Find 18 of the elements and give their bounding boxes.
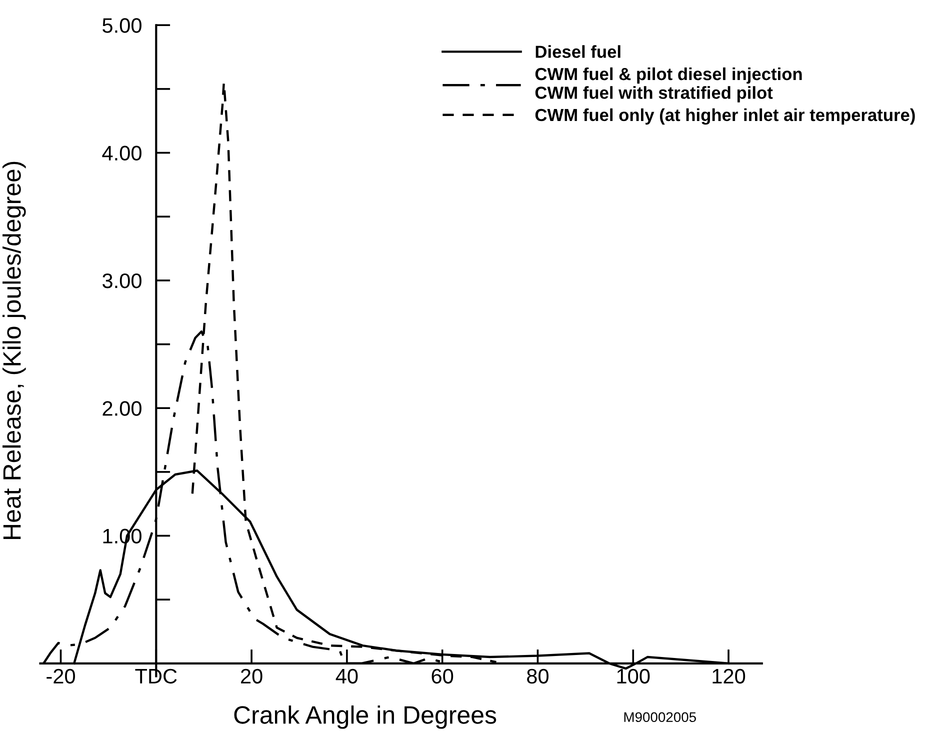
y-tick-label: 5.00	[102, 18, 142, 33]
x-tick-label: 60	[432, 668, 454, 684]
x-tick-label: TDC	[135, 668, 177, 684]
text: M90002005	[624, 712, 696, 722]
legend-label: Diesel fuel	[536, 45, 620, 58]
x-tick-label: 100	[617, 668, 650, 684]
y-tick-label: 2.00	[102, 401, 142, 416]
x-tick-label: 120	[712, 668, 746, 684]
x-tick-label: -20	[46, 668, 75, 684]
y-tick-label: 4.00	[102, 146, 142, 161]
x-tick-label: 20	[241, 668, 262, 684]
legend-label: CWM fuel only (at higher inlet air temperature)	[535, 108, 915, 125]
y-axis-title: Heat Release, (Kilo joules/degree)	[2, 162, 26, 539]
legend-label: CWM fuel & pilot diesel injection CWM fuel with stratified pilot	[535, 67, 802, 102]
x-tick-label: 80	[527, 668, 548, 684]
x-axis-title: Crank Angle in Degrees	[234, 705, 496, 729]
x-tick-label: 40	[336, 668, 358, 684]
y-tick-label: 3.00	[102, 273, 142, 288]
